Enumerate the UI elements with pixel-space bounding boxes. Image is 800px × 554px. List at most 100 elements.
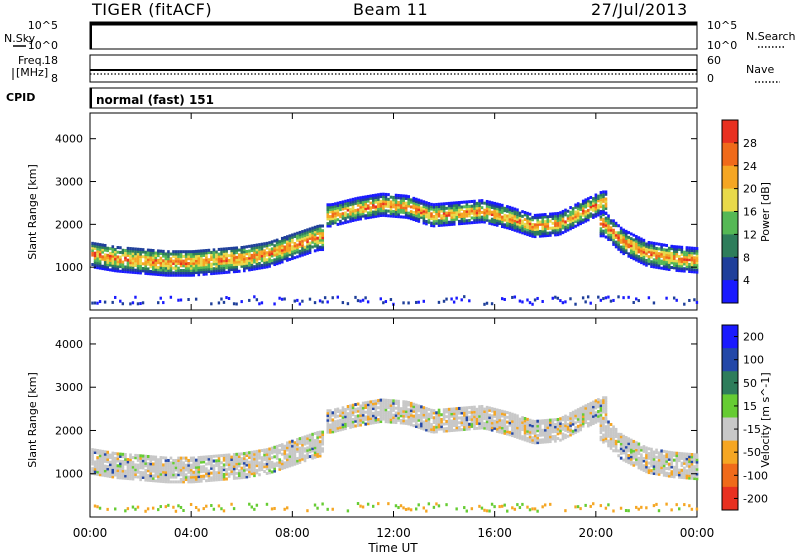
- scatter-cell: [286, 237, 289, 241]
- scatter-cell: [521, 226, 524, 230]
- scatter-cell: [308, 433, 312, 437]
- scatter-cell: [612, 444, 615, 448]
- scatter-cell: [313, 503, 317, 507]
- scatter-cell: [149, 255, 153, 259]
- scatter-cell: [318, 236, 322, 240]
- scatter-cell: [311, 228, 314, 232]
- scatter-cell: [151, 476, 155, 480]
- scatter-cell: [543, 234, 547, 238]
- scatter-cell: [237, 457, 241, 461]
- scatter-cell: [189, 269, 193, 273]
- scatter-cell: [680, 264, 684, 268]
- scatter-cell: [108, 460, 112, 464]
- scatter-cell: [308, 243, 312, 247]
- scatter-cell: [301, 455, 304, 459]
- scatter-cell: [612, 219, 615, 223]
- scatter-cell: [146, 258, 150, 262]
- scatter-cell: [624, 438, 628, 442]
- scatter-cell: [442, 408, 446, 412]
- scatter-cell: [445, 206, 448, 210]
- scatter-cell: [291, 446, 294, 450]
- scatter-cell: [624, 440, 628, 444]
- scatter-cell: [566, 214, 570, 218]
- scatter-cell: [202, 265, 206, 269]
- scatter-cell: [308, 246, 312, 250]
- scatter-cell: [326, 208, 330, 212]
- scatter-cell: [331, 207, 335, 211]
- colorbar-swatch: [722, 348, 738, 372]
- scatter-cell: [286, 246, 289, 250]
- scatter-cell: [179, 505, 183, 509]
- scatter-cell: [291, 235, 294, 239]
- scatter-cell: [316, 450, 319, 454]
- scatter-cell: [207, 269, 211, 273]
- scatter-cell: [377, 195, 380, 199]
- scatter-cell: [139, 264, 142, 268]
- scatter-cell: [685, 255, 689, 259]
- scatter-cell: [680, 259, 684, 263]
- scatter-cell: [435, 411, 438, 415]
- scatter-cell: [604, 410, 608, 414]
- scatter-cell: [619, 231, 623, 235]
- scatter-cell: [205, 260, 208, 264]
- velocity-colorbar-label: Velocity [m s^-1]: [759, 372, 772, 467]
- scatter-cell: [561, 219, 565, 223]
- scatter-cell: [179, 257, 183, 261]
- scatter-cell: [695, 251, 699, 255]
- scatter-cell: [369, 206, 373, 210]
- scatter-cell: [536, 220, 539, 224]
- scatter-cell: [313, 244, 317, 248]
- scatter-cell: [387, 401, 390, 405]
- scatter-cell: [394, 401, 398, 405]
- scatter-cell: [498, 430, 502, 434]
- scatter-cell: [538, 429, 542, 433]
- scatter-cell: [397, 411, 400, 415]
- scatter-cell: [98, 451, 102, 455]
- scatter-cell: [447, 220, 451, 224]
- scatter-cell: [232, 251, 236, 255]
- scatter-cell: [594, 418, 598, 422]
- scatter-cell: [250, 246, 254, 250]
- scatter-cell: [543, 215, 547, 219]
- scatter-cell: [597, 213, 600, 217]
- scatter-cell: [212, 262, 216, 266]
- scatter-cell: [665, 265, 668, 269]
- scatter-cell: [192, 252, 196, 256]
- scatter-cell: [339, 215, 342, 219]
- scatter-cell: [126, 460, 130, 464]
- scatter-cell: [645, 467, 648, 471]
- scatter-cell: [493, 419, 497, 423]
- scatter-cell: [177, 456, 180, 460]
- scatter-cell: [197, 270, 201, 274]
- scatter-cell: [440, 425, 443, 429]
- scatter-cell: [167, 473, 170, 477]
- scatter-cell: [303, 250, 307, 254]
- scatter-cell: [695, 470, 699, 474]
- scatter-cell: [291, 245, 294, 249]
- scatter-cell: [225, 470, 228, 474]
- scatter-cell: [452, 222, 456, 226]
- scatter-cell: [346, 416, 350, 420]
- scatter-cell: [425, 201, 428, 205]
- scatter-cell: [364, 216, 368, 220]
- scatter-cell: [554, 425, 557, 429]
- scatter-cell: [220, 466, 223, 470]
- scatter-cell: [230, 460, 233, 464]
- scatter-cell: [268, 468, 271, 472]
- scatter-cell: [351, 214, 355, 218]
- scatter-cell: [468, 209, 471, 213]
- scatter-cell: [609, 446, 613, 450]
- scatter-cell: [225, 453, 228, 457]
- scatter-cell: [237, 471, 241, 475]
- scatter-cell: [270, 240, 274, 244]
- colorbar-swatch: [722, 371, 738, 395]
- scatter-cell: [657, 252, 661, 256]
- scatter-cell: [192, 466, 196, 470]
- scatter-cell: [465, 427, 469, 431]
- scatter-cell: [283, 236, 287, 240]
- scatter-cell: [637, 245, 641, 249]
- scatter-cell: [119, 250, 122, 254]
- scatter-cell: [500, 426, 504, 430]
- scatter-cell: [475, 213, 479, 217]
- scatter-cell: [389, 403, 393, 407]
